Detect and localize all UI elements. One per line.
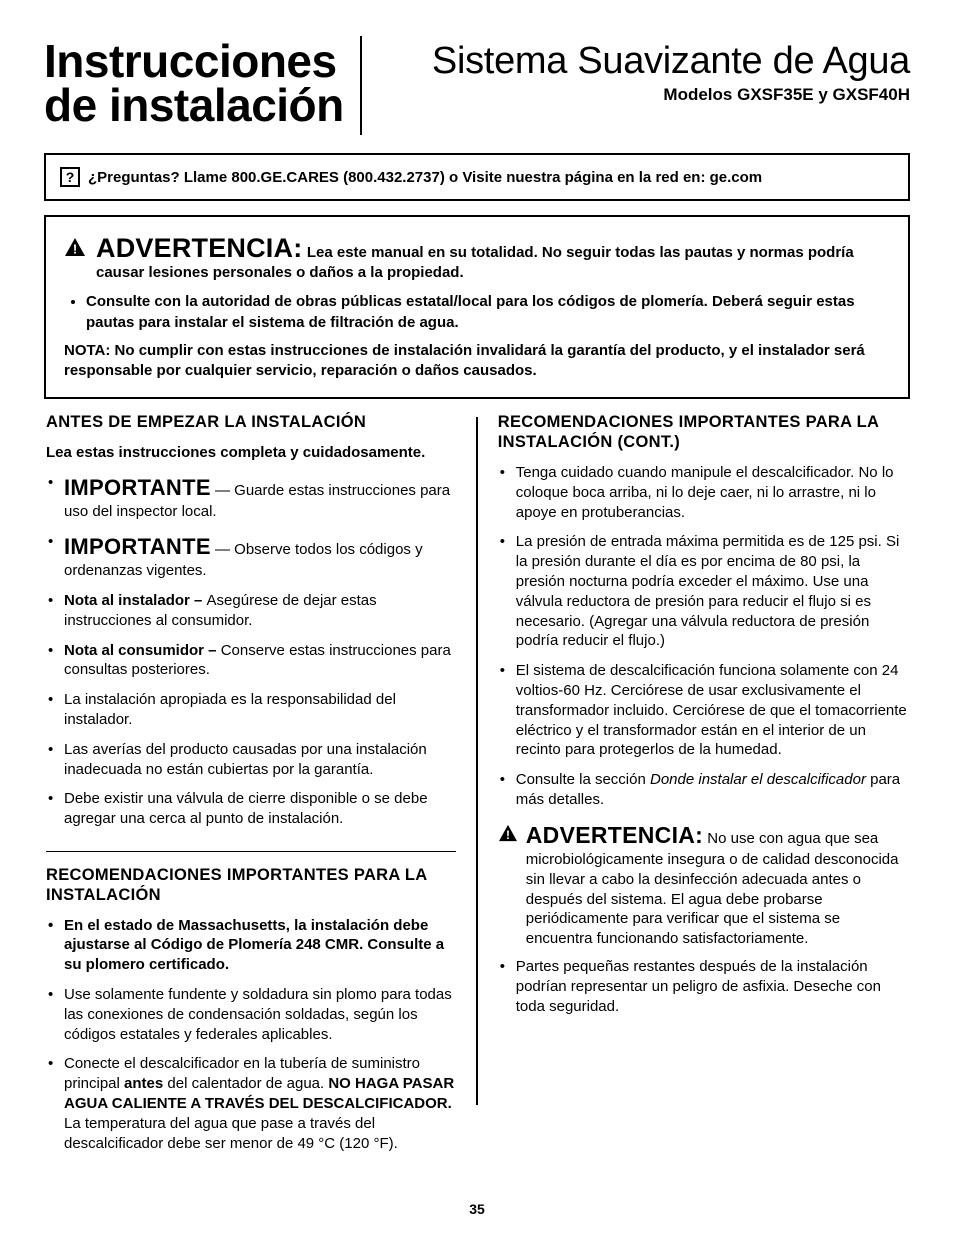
list-item: La presión de entrada máxima permitida e…: [498, 532, 908, 651]
questions-text: ¿Preguntas? Llame 800.GE.CARES (800.432.…: [88, 169, 762, 186]
list-item: El sistema de descalcificación funciona …: [498, 661, 908, 760]
section-title: RECOMENDACIONES IMPORTANTES PARA LA INST…: [498, 413, 908, 453]
section-recommendations: RECOMENDACIONES IMPORTANTES PARA LA INST…: [46, 866, 456, 1153]
list-item: Partes pequeñas restantes después de la …: [498, 957, 908, 1016]
list-item: Las averías del producto causadas por un…: [46, 740, 456, 780]
inline-warning-body: ADVERTENCIA: No use con agua que sea mic…: [526, 820, 908, 949]
bullet-list: En el estado de Massachusetts, la instal…: [46, 916, 456, 1154]
body-columns: ANTES DE EMPEZAR LA INSTALACIÓN Lea esta…: [44, 413, 910, 1175]
warning-box: ! ADVERTENCIA: Lea este manual en su tot…: [44, 215, 910, 399]
models-line: Modelos GXSF35E y GXSF40H: [380, 85, 910, 105]
column-right: RECOMENDACIONES IMPORTANTES PARA LA INST…: [478, 413, 910, 1175]
warning-triangle-icon: !: [498, 824, 518, 847]
page-number: 35: [469, 1201, 485, 1217]
warning-nota: NOTA: No cumplir con estas instrucciones…: [64, 341, 890, 382]
list-item: Nota al consumidor – Conserve estas inst…: [46, 641, 456, 681]
warning-head-text: ADVERTENCIA: Lea este manual en su total…: [96, 233, 890, 282]
header-title-line2: de instalación: [44, 84, 344, 128]
warning-bullets: Consulte con la autoridad de obras públi…: [86, 292, 890, 333]
list-item: Use solamente fundente y soldadura sin p…: [46, 985, 456, 1044]
bullet-list: Tenga cuidado cuando manipule el descalc…: [498, 463, 908, 810]
list-item: Nota al instalador – Asegúrese de dejar …: [46, 591, 456, 631]
inline-warning: ! ADVERTENCIA: No use con agua que sea m…: [498, 820, 908, 949]
bullet-list: IMPORTANTE — Guarde estas instrucciones …: [46, 473, 456, 829]
column-left: ANTES DE EMPEZAR LA INSTALACIÓN Lea esta…: [44, 413, 476, 1175]
warning-title: ADVERTENCIA:: [96, 233, 302, 263]
inline-warning-title: ADVERTENCIA:: [526, 822, 703, 848]
header: Instrucciones de instalación Sistema Sua…: [44, 36, 910, 135]
product-title: Sistema Suavizante de Agua: [380, 40, 910, 83]
bullet-list: Partes pequeñas restantes después de la …: [498, 957, 908, 1016]
section-lead: Lea estas instrucciones completa y cuida…: [46, 443, 456, 463]
list-item: Conecte el descalcificador en la tubería…: [46, 1054, 456, 1153]
svg-text:!: !: [506, 829, 510, 842]
section-title: ANTES DE EMPEZAR LA INSTALACIÓN: [46, 413, 456, 433]
list-item: Tenga cuidado cuando manipule el descalc…: [498, 463, 908, 522]
list-item: En el estado de Massachusetts, la instal…: [46, 916, 456, 975]
questions-box: ? ¿Preguntas? Llame 800.GE.CARES (800.43…: [44, 153, 910, 201]
header-title-line1: Instrucciones: [44, 40, 344, 84]
list-item: Debe existir una válvula de cierre dispo…: [46, 789, 456, 829]
list-item: Consulte la sección Donde instalar el de…: [498, 770, 908, 810]
list-item: IMPORTANTE — Guarde estas instrucciones …: [46, 473, 456, 522]
question-mark-icon: ?: [60, 167, 80, 187]
header-left: Instrucciones de instalación: [44, 36, 362, 135]
list-item: IMPORTANTE — Observe todos los códigos y…: [46, 532, 456, 581]
warning-triangle-icon: !: [64, 237, 86, 262]
header-right: Sistema Suavizante de Agua Modelos GXSF3…: [362, 36, 910, 105]
list-item: La instalación apropiada es la responsab…: [46, 690, 456, 730]
section-before-install: ANTES DE EMPEZAR LA INSTALACIÓN Lea esta…: [46, 413, 456, 829]
section-title: RECOMENDACIONES IMPORTANTES PARA LA INST…: [46, 866, 456, 906]
svg-text:!: !: [73, 242, 77, 257]
section-divider: [46, 851, 456, 852]
section-recommendations-cont: RECOMENDACIONES IMPORTANTES PARA LA INST…: [498, 413, 908, 1016]
warning-bullet: Consulte con la autoridad de obras públi…: [86, 292, 890, 333]
page: Instrucciones de instalación Sistema Sua…: [0, 0, 954, 1235]
